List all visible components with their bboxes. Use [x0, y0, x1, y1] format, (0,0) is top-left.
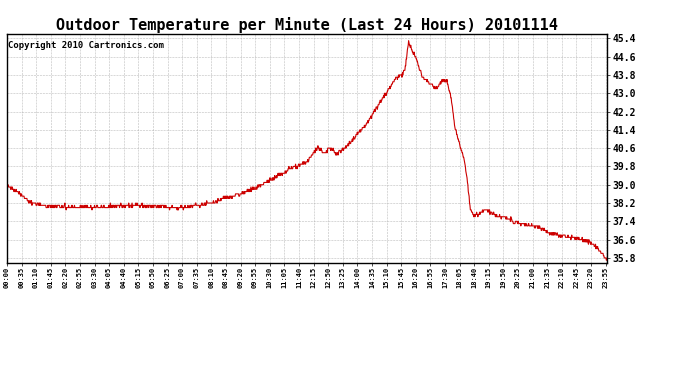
Title: Outdoor Temperature per Minute (Last 24 Hours) 20101114: Outdoor Temperature per Minute (Last 24 …	[56, 16, 558, 33]
Text: Copyright 2010 Cartronics.com: Copyright 2010 Cartronics.com	[8, 40, 164, 50]
